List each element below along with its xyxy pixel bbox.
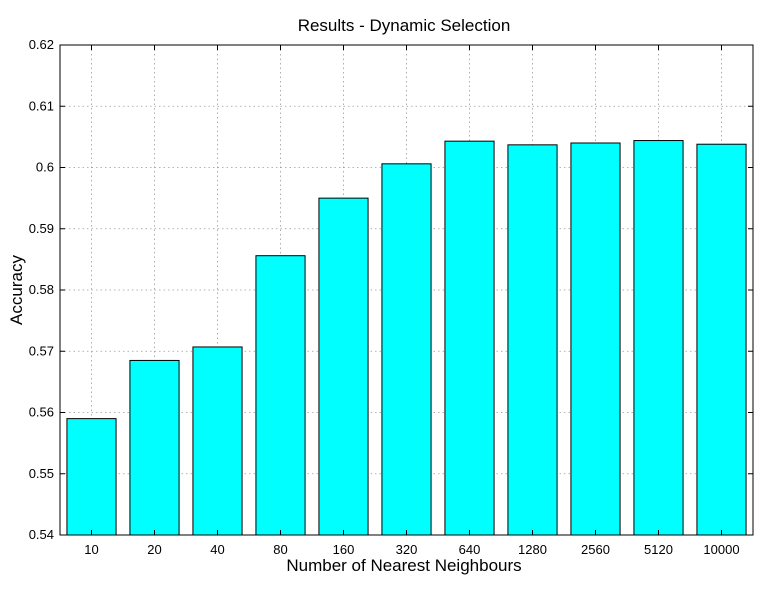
y-tick-label: 0.58 — [29, 282, 54, 297]
bar-10 — [66, 418, 117, 536]
y-tick-label: 0.54 — [29, 527, 54, 542]
bars — [66, 140, 747, 536]
bar-5120 — [633, 140, 684, 536]
bar-40 — [192, 346, 243, 536]
x-tick-labels: 10 20 40 80 160 320 640 1280 2560 5120 10000 — [84, 542, 739, 557]
bar-1280 — [507, 144, 558, 536]
x-tick-label: 20 — [147, 542, 161, 557]
x-tick-label: 5120 — [644, 542, 673, 557]
x-tick-label: 320 — [396, 542, 418, 557]
axis-ticks — [60, 44, 753, 536]
x-axis-label: Number of Nearest Neighbours — [286, 556, 521, 575]
y-axis-label: Accuracy — [7, 255, 26, 325]
y-tick-label: 0.6 — [36, 160, 54, 175]
y-tick-label: 0.62 — [29, 37, 54, 52]
bar-320 — [381, 163, 432, 536]
y-tick-label: 0.59 — [29, 221, 54, 236]
y-tick-labels: 0.54 0.55 0.56 0.57 0.58 0.59 0.6 0.61 0.62 — [29, 37, 54, 542]
y-tick-label: 0.61 — [29, 98, 54, 113]
bar-20 — [129, 359, 180, 536]
x-tick-label: 10 — [84, 542, 98, 557]
bar-640 — [444, 140, 495, 536]
x-tick-label: 640 — [459, 542, 481, 557]
x-tick-label: 80 — [273, 542, 287, 557]
bar-80 — [255, 255, 306, 536]
y-tick-label: 0.55 — [29, 466, 54, 481]
x-tick-label: 160 — [333, 542, 355, 557]
x-tick-label: 2560 — [581, 542, 610, 557]
y-tick-label: 0.56 — [29, 405, 54, 420]
bar-160 — [318, 197, 369, 536]
bar-10000 — [696, 143, 747, 536]
bar-2560 — [570, 142, 621, 536]
x-tick-label: 10000 — [703, 542, 739, 557]
x-tick-label: 40 — [210, 542, 224, 557]
x-tick-label: 1280 — [518, 542, 547, 557]
chart-title: Results - Dynamic Selection — [298, 16, 511, 35]
y-tick-label: 0.57 — [29, 343, 54, 358]
